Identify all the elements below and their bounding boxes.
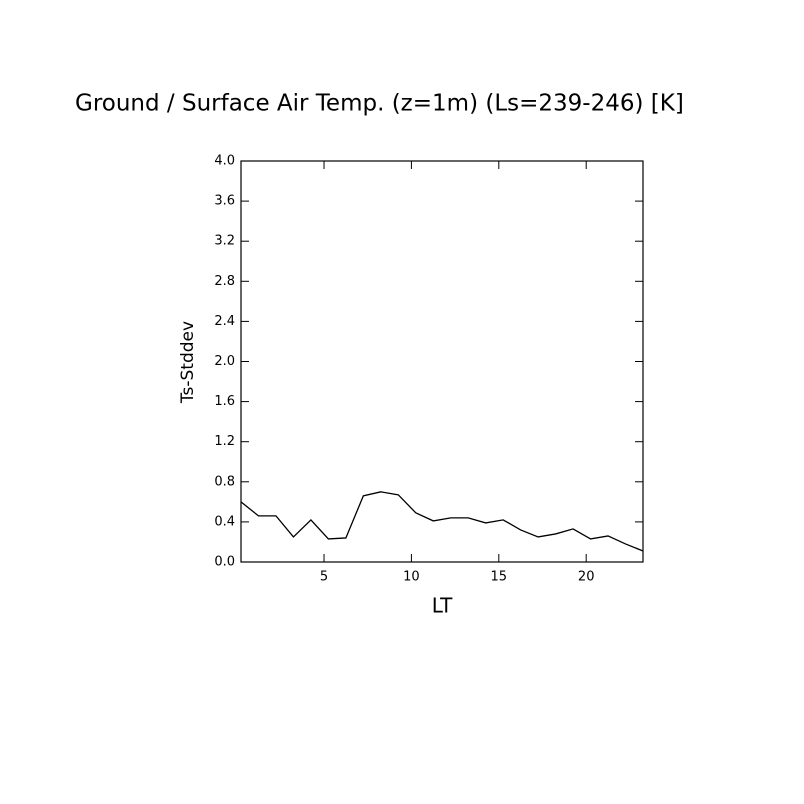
- x-tick-label: 20: [578, 570, 595, 585]
- y-tick-label: 0.4: [214, 514, 235, 529]
- y-tick-label: 2.0: [214, 354, 235, 369]
- y-tick-label: 4.0: [214, 154, 235, 169]
- plot-frame: [240, 160, 644, 563]
- y-axis-label: Ts-Stddev: [178, 321, 198, 404]
- x-tick-label: 5: [320, 570, 328, 585]
- y-tick-label: 0.8: [214, 474, 235, 489]
- y-tick-label: 1.6: [214, 394, 235, 409]
- y-tick-label: 2.8: [214, 274, 235, 289]
- x-axis-label: LT: [432, 594, 453, 618]
- y-tick-label: 3.2: [214, 234, 235, 249]
- x-tick-label: 10: [403, 570, 420, 585]
- chart-title: Ground / Surface Air Temp. (z=1m) (Ls=23…: [75, 91, 684, 117]
- y-tick-label: 0.0: [214, 555, 235, 570]
- x-tick-label: 15: [491, 570, 508, 585]
- data-line: [240, 491, 644, 552]
- y-tick-label: 1.2: [214, 434, 235, 449]
- y-tick-label: 3.6: [214, 194, 235, 209]
- y-tick-label: 2.4: [214, 314, 235, 329]
